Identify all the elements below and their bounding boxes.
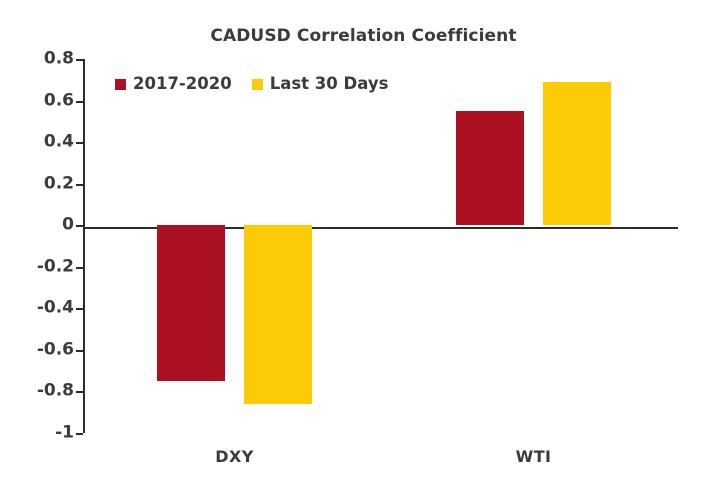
y-tick-mark xyxy=(76,391,83,394)
bar-wti-series-2[interactable] xyxy=(543,81,611,226)
y-tick-label: -1 xyxy=(55,422,74,443)
y-tick-label: -0.4 xyxy=(36,297,74,318)
legend-label: Last 30 Days xyxy=(269,74,389,93)
plot-area: 0.8 0.6 0.4 0.2 0 -0.2 -0.4 -0.6 -0.8 -1 xyxy=(37,50,678,441)
y-tick-mark xyxy=(76,308,83,311)
y-tick-label: 0.8 xyxy=(43,48,74,69)
chart-title: CADUSD Correlation Coefficient xyxy=(210,26,517,46)
legend-entry-last-30-days[interactable]: Last 30 Days xyxy=(251,74,389,93)
y-tick-mark xyxy=(76,142,83,145)
legend-swatch-icon xyxy=(115,78,126,90)
y-tick-label: -0.2 xyxy=(36,256,74,277)
chart-legend: 2017-2020 Last 30 Days xyxy=(115,74,389,93)
y-tick-mark xyxy=(76,100,83,103)
y-tick-label: -0.8 xyxy=(36,380,74,401)
y-tick-label: 0 xyxy=(62,214,74,235)
y-tick-mark xyxy=(76,433,83,435)
y-tick-label: 0.2 xyxy=(43,173,74,194)
y-tick-mark xyxy=(76,59,83,61)
legend-label: 2017-2020 xyxy=(133,74,232,93)
y-tick-label: 0.6 xyxy=(43,90,74,111)
y-tick-label: 0.4 xyxy=(43,131,74,152)
zero-baseline xyxy=(83,227,678,229)
y-axis-line xyxy=(83,59,85,433)
y-tick-mark xyxy=(76,225,83,228)
y-tick-mark xyxy=(76,349,83,352)
legend-swatch-icon xyxy=(251,78,263,90)
y-tick-mark xyxy=(76,266,83,269)
bar-dxy-series-2[interactable] xyxy=(244,225,312,404)
y-tick-label: -0.6 xyxy=(36,339,74,360)
x-axis-label-dxy: DXY xyxy=(215,447,254,466)
y-tick-mark xyxy=(76,183,83,186)
x-axis-label-wti: WTI xyxy=(515,447,552,466)
legend-entry-2017-2020[interactable]: 2017-2020 xyxy=(115,74,232,93)
bar-wti-series-1[interactable] xyxy=(456,110,524,226)
bar-dxy-series-1[interactable] xyxy=(157,225,225,382)
